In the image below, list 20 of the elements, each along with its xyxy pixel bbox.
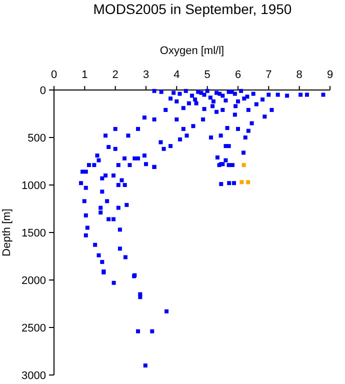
x-tick-label: 6 (234, 69, 242, 81)
y-tick-label: 1000 (22, 180, 46, 192)
y-tick-label: 2500 (22, 322, 46, 334)
y-tick-label: 1500 (22, 228, 46, 240)
y-tick-label: 3000 (22, 370, 46, 382)
x-tick-label: 0 (50, 69, 58, 81)
chart-title: MODS2005 in September, 1950 (93, 1, 292, 17)
y-tick-label: 500 (28, 132, 46, 144)
y-tick-label: 2000 (22, 275, 46, 287)
x-tick-label: 4 (174, 69, 180, 81)
x-tick-label: 2 (112, 69, 118, 81)
x-tick-label: 9 (326, 69, 334, 81)
x-axis-title: Oxygen [ml/l] (160, 45, 224, 57)
x-tick-label: 1 (82, 69, 88, 81)
x-tick-label: 3 (142, 69, 150, 81)
y-axis-title: Depth [m] (1, 208, 13, 256)
x-tick-label: 5 (204, 69, 210, 81)
x-tick-label: 8 (296, 69, 302, 81)
x-tick-label: 7 (266, 69, 272, 81)
y-tick-label: 0 (40, 85, 46, 97)
